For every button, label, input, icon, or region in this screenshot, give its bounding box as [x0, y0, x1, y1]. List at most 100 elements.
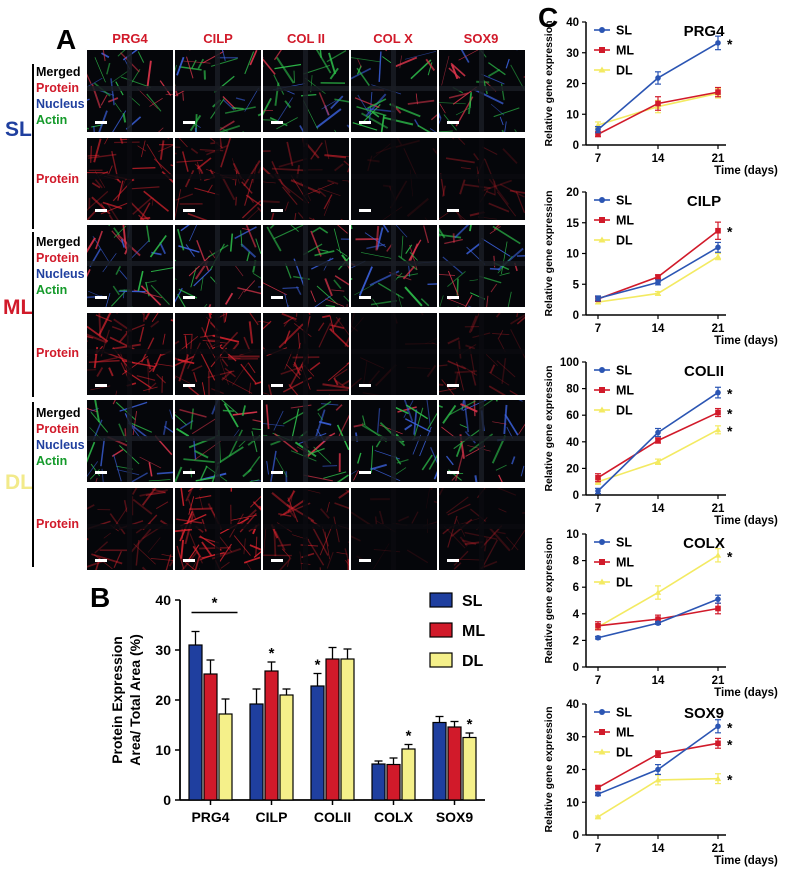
fiber-stroke — [376, 408, 381, 433]
fiber-stroke — [273, 225, 305, 240]
fiber-stroke — [202, 51, 224, 64]
fiber-stroke — [426, 412, 437, 431]
fiber-stroke — [330, 95, 344, 110]
bar-ml — [325, 658, 340, 801]
fiber-stroke — [483, 538, 488, 552]
micrograph-texture — [351, 313, 437, 395]
fiber-stroke — [95, 557, 101, 570]
fiber-stroke — [398, 515, 410, 522]
fiber-stroke — [489, 527, 511, 552]
fiber-stroke — [243, 336, 251, 352]
fiber-stroke — [322, 465, 338, 467]
fiber-stroke — [382, 56, 392, 64]
fiber-stroke — [315, 108, 342, 129]
legend-label-ml: ML — [616, 726, 634, 740]
legend-label-ml: ML — [616, 556, 634, 570]
fiber-stroke — [410, 59, 432, 80]
fiber-stroke — [322, 383, 349, 390]
scaffold-bar — [215, 50, 220, 132]
fiber-stroke — [516, 313, 519, 318]
fiber-stroke — [327, 179, 339, 185]
fiber-stroke — [224, 106, 256, 114]
fiber-stroke — [175, 287, 183, 303]
y-tick-label: 10 — [566, 797, 579, 809]
y-tick-label: 20 — [566, 79, 579, 91]
fiber-stroke — [249, 50, 258, 66]
fiber-stroke — [499, 272, 510, 276]
fiber-stroke — [253, 551, 261, 558]
fiber-stroke — [374, 450, 401, 460]
scale-bar — [359, 209, 371, 212]
fiber-stroke — [194, 556, 201, 570]
x-tick-label: 7 — [595, 503, 601, 515]
fiber-stroke — [432, 147, 437, 155]
scaffold-bar — [127, 313, 132, 395]
fiber-stroke — [403, 400, 414, 422]
scale-bar — [359, 471, 371, 474]
fiber-stroke — [344, 336, 349, 347]
fiber-stroke — [270, 212, 275, 220]
fiber-stroke — [430, 488, 433, 490]
fiber-stroke — [91, 553, 123, 565]
fiber-stroke — [397, 293, 402, 307]
fiber-stroke — [360, 252, 392, 259]
data-point-sl — [715, 596, 721, 602]
fiber-stroke — [348, 541, 349, 544]
fiber-stroke — [111, 70, 129, 84]
fiber-stroke — [310, 230, 322, 257]
fiber-stroke — [175, 355, 195, 367]
fiber-stroke — [162, 333, 166, 345]
fiber-stroke — [103, 532, 111, 539]
fiber-stroke — [447, 270, 459, 296]
fiber-stroke — [263, 110, 274, 112]
fiber-stroke — [243, 538, 246, 555]
fiber-stroke — [138, 214, 145, 220]
fiber-stroke — [352, 122, 378, 131]
y-axis-label: Protein Expression Area/ Total Area (%) — [109, 634, 143, 765]
fiber-stroke — [504, 121, 507, 132]
micrograph-texture — [87, 488, 173, 570]
fiber-stroke — [427, 283, 437, 285]
fiber-stroke — [481, 539, 498, 570]
fiber-stroke — [384, 50, 388, 52]
fiber-stroke — [324, 154, 347, 159]
fiber-stroke — [219, 138, 223, 148]
fiber-stroke — [503, 404, 508, 435]
y-tick-label: 30 — [566, 48, 579, 60]
significance-star: * — [727, 719, 733, 735]
scaffold-bar — [391, 138, 396, 220]
fiber-stroke — [156, 471, 173, 475]
fiber-stroke — [181, 551, 198, 570]
fiber-stroke — [442, 185, 446, 197]
fiber-stroke — [87, 209, 97, 220]
fiber-stroke — [282, 499, 306, 516]
fiber-stroke — [357, 452, 362, 464]
fiber-stroke — [90, 411, 109, 433]
fiber-stroke — [96, 367, 104, 377]
fiber-stroke — [175, 357, 188, 365]
fiber-stroke — [318, 92, 330, 116]
fiber-stroke — [510, 329, 525, 359]
legend-merged: Merged — [36, 235, 81, 249]
fiber-stroke — [514, 129, 517, 132]
fiber-stroke — [244, 87, 260, 112]
scale-bar — [271, 121, 283, 124]
y-tick-label: 2 — [573, 635, 579, 647]
fiber-stroke — [282, 186, 298, 205]
fiber-stroke — [493, 180, 497, 196]
micrograph-dl-protein-sox9 — [439, 488, 525, 570]
fiber-stroke — [87, 339, 88, 342]
fiber-stroke — [454, 225, 470, 239]
legend-marker-dl — [598, 66, 606, 73]
fiber-stroke — [293, 323, 312, 337]
fiber-stroke — [176, 159, 203, 163]
fiber-stroke — [279, 557, 292, 570]
scaffold-bar — [391, 50, 396, 132]
micrograph-texture — [175, 313, 261, 395]
fiber-stroke — [461, 365, 478, 376]
fiber-stroke — [111, 326, 123, 331]
legend-marker-sl — [599, 367, 605, 373]
fiber-stroke — [417, 124, 431, 132]
micrograph-texture — [439, 313, 525, 395]
significance-star: * — [727, 423, 733, 439]
